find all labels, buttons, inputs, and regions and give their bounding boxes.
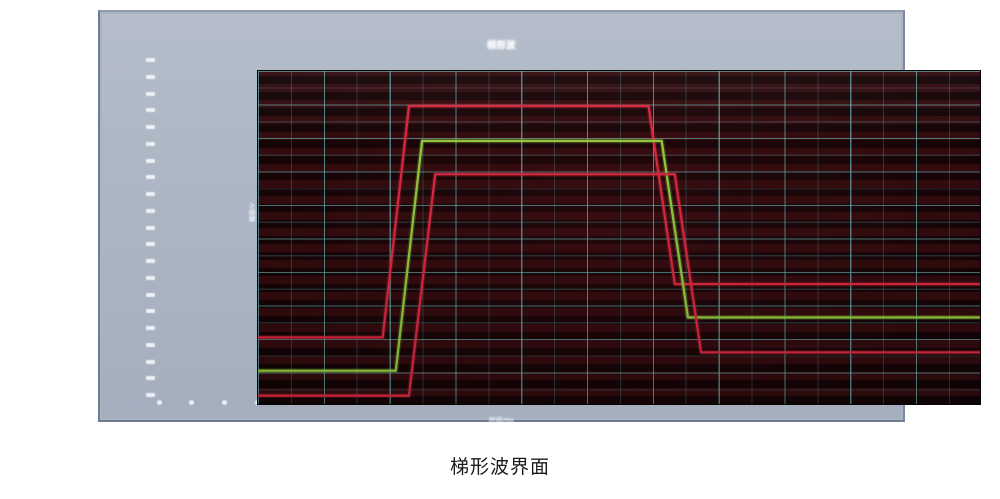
figure-caption: 梯形波界面 [449,456,550,478]
y-tick-label [146,309,155,314]
trace-upper-limit-trapezoid [258,104,980,339]
y-tick-label [146,326,155,330]
y-tick-label [146,393,155,397]
grid-major [258,71,980,404]
x-tick-label [189,400,195,405]
y-tick-label [146,275,155,280]
trace-lower-limit-trapezoid [258,173,980,397]
y-tick-label [146,141,155,146]
y-axis-title: 幅值/V [250,203,257,222]
y-tick-label [146,91,155,96]
x-tick-label [156,400,162,405]
y-tick-label [146,208,155,213]
x-axis-title: 时间/ms [489,417,514,424]
x-tick-label [222,400,228,405]
y-tick-label [146,175,155,180]
y-tick-label [146,158,155,163]
y-tick-label [146,74,155,79]
y-tick-label [146,225,155,230]
y-tick-label [146,58,155,62]
y-tick-label [146,376,155,381]
y-tick-label [146,359,155,364]
waveform-display-panel: 梯形波 幅值/V 时间/ms [98,10,981,424]
y-tick-label [146,108,155,113]
y-tick-label [146,342,155,347]
chart-title: 梯形波 [487,40,516,50]
plot-area[interactable] [257,70,981,405]
y-tick-label [146,242,155,247]
y-tick-label [146,259,155,263]
y-tick-label [146,125,155,129]
y-tick-label [146,192,155,196]
waveform-traces [258,103,980,399]
y-tick-label [146,292,155,297]
trace-trapezoid-wave [258,139,980,372]
